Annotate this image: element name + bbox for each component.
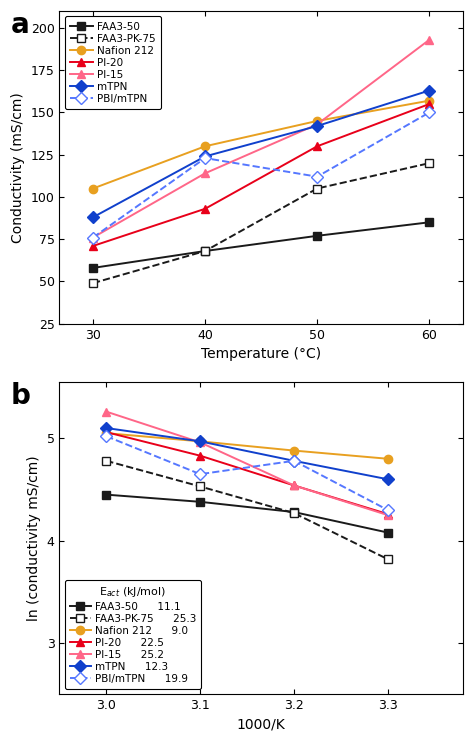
FAA3-50 — [427, 218, 432, 227]
FAA3-50 — [90, 264, 96, 273]
Text: b: b — [11, 382, 31, 410]
PBI/mTPN — [314, 172, 320, 181]
Legend: FAA3-50, FAA3-PK-75, Nafion 212, PI-20, PI-15, mTPN, PBI/mTPN: FAA3-50, FAA3-PK-75, Nafion 212, PI-20, … — [64, 16, 161, 109]
mTPN — [90, 212, 96, 221]
mTPN — [202, 152, 208, 161]
Legend: FAA3-50      11.1, FAA3-PK-75      25.3, Nafion 212      9.0, PI-20      22.5, P: FAA3-50 11.1, FAA3-PK-75 25.3, Nafion 21… — [64, 580, 201, 690]
Line: PI-20: PI-20 — [89, 100, 433, 250]
Nafion 212 — [90, 184, 96, 193]
PI-15 — [427, 36, 432, 45]
Line: mTPN: mTPN — [89, 86, 433, 221]
PI-20 — [90, 241, 96, 250]
FAA3-PK-75 — [427, 159, 432, 168]
PI-20 — [427, 100, 432, 108]
PBI/mTPN — [90, 233, 96, 242]
FAA3-PK-75 — [90, 279, 96, 288]
Nafion 212 — [314, 117, 320, 126]
Line: PBI/mTPN: PBI/mTPN — [89, 108, 433, 241]
X-axis label: 1000/K: 1000/K — [237, 718, 285, 732]
Nafion 212 — [427, 96, 432, 105]
PI-20 — [202, 204, 208, 213]
Line: FAA3-PK-75: FAA3-PK-75 — [89, 159, 433, 288]
FAA3-50 — [314, 231, 320, 240]
PI-15 — [90, 233, 96, 242]
FAA3-PK-75 — [314, 184, 320, 193]
X-axis label: Temperature (°C): Temperature (°C) — [201, 347, 321, 361]
mTPN — [314, 122, 320, 131]
Y-axis label: Conductivity (mS/cm): Conductivity (mS/cm) — [11, 92, 25, 243]
Line: Nafion 212: Nafion 212 — [89, 97, 433, 192]
FAA3-50 — [202, 247, 208, 256]
PBI/mTPN — [202, 154, 208, 163]
Nafion 212 — [202, 142, 208, 151]
Line: FAA3-50: FAA3-50 — [89, 218, 433, 272]
mTPN — [427, 86, 432, 95]
Line: PI-15: PI-15 — [89, 36, 433, 241]
Y-axis label: ln (conductivity mS/cm): ln (conductivity mS/cm) — [27, 455, 41, 621]
Text: a: a — [11, 11, 30, 39]
PBI/mTPN — [427, 108, 432, 117]
PI-15 — [202, 169, 208, 178]
PI-15 — [314, 120, 320, 129]
PI-20 — [314, 142, 320, 151]
FAA3-PK-75 — [202, 247, 208, 256]
